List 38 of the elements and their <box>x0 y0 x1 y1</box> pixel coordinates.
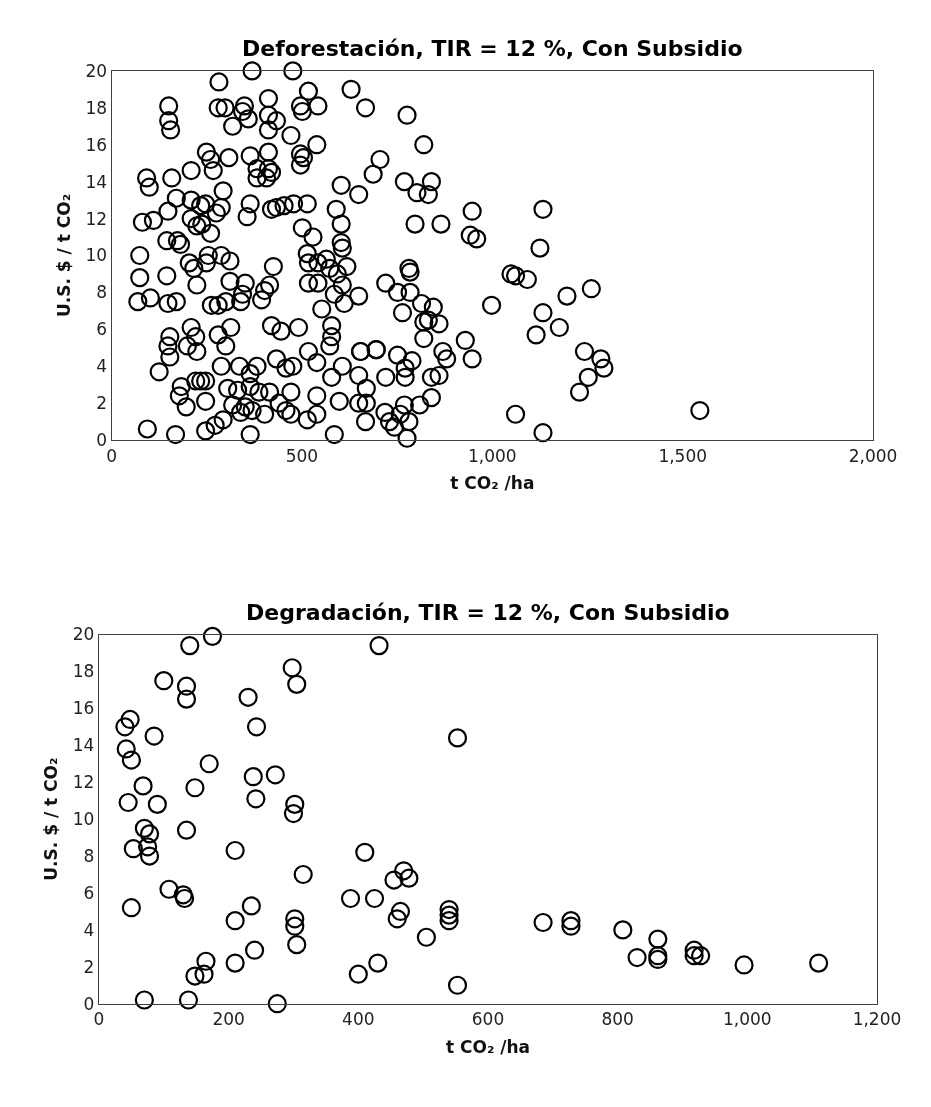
y-tick-label: 16 <box>72 698 95 719</box>
x-tick-label: 2,000 <box>848 445 898 466</box>
x-tick-label: 800 <box>601 1009 634 1030</box>
x-tick-label: 1,000 <box>468 445 517 466</box>
y-tick-label: 8 <box>96 282 108 303</box>
y-tick-label: 18 <box>85 97 108 118</box>
y-tick-label: 8 <box>83 845 95 866</box>
y-tick-label: 14 <box>72 735 95 756</box>
y-tick-label: 4 <box>83 919 95 940</box>
chart-title: Deforestación, TIR = 12 %, Con Subsidio <box>242 36 743 61</box>
y-tick-label: 6 <box>96 319 108 340</box>
y-tick-label: 2 <box>96 393 108 414</box>
y-tick-label: 18 <box>72 661 95 682</box>
x-tick-label: 500 <box>285 445 319 466</box>
x-tick-label: 1,500 <box>658 445 708 466</box>
x-tick-label: 400 <box>342 1009 375 1030</box>
x-axis-title: t CO₂ /ha <box>445 1036 531 1057</box>
x-tick-label: 200 <box>212 1009 245 1030</box>
y-tick-label: 6 <box>83 882 95 903</box>
y-axis-title: U.S. $ / t CO₂ <box>41 757 62 881</box>
y-tick-label: 4 <box>96 356 108 377</box>
y-tick-label: 12 <box>72 772 95 793</box>
y-tick-label: 2 <box>83 956 95 977</box>
y-tick-label: 0 <box>83 993 95 1014</box>
x-axis-title: t CO₂ /ha <box>450 473 535 494</box>
x-tick-label: 1,200 <box>852 1009 902 1030</box>
y-tick-label: 20 <box>85 60 108 81</box>
y-tick-label: 14 <box>85 171 108 192</box>
y-tick-label: 10 <box>85 245 108 266</box>
y-tick-label: 0 <box>96 430 108 451</box>
y-tick-label: 16 <box>85 134 108 155</box>
chart-title: Degradación, TIR = 12 %, Con Subsidio <box>246 600 730 625</box>
y-axis-title: U.S. $ / t CO₂ <box>53 193 74 318</box>
y-tick-label: 12 <box>85 208 108 229</box>
x-tick-label: 1,000 <box>722 1009 772 1030</box>
y-tick-label: 20 <box>72 624 95 645</box>
y-tick-label: 10 <box>72 809 95 830</box>
x-tick-label: 600 <box>471 1009 505 1030</box>
